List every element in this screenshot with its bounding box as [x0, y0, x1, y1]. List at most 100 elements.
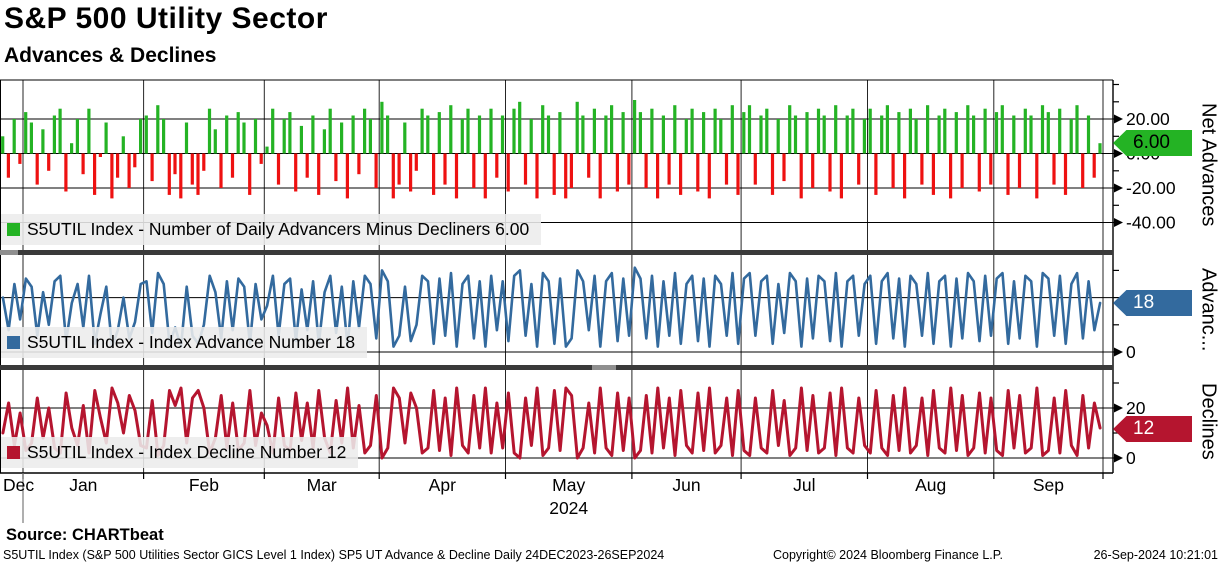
y-tick-label: 0 [1126, 448, 1136, 468]
net-advance-bar [816, 108, 821, 154]
net-advance-bar [374, 153, 378, 188]
net-advance-bar [627, 153, 631, 185]
net-advance-bar [449, 105, 453, 154]
legend-advances[interactable]: S5UTIL Index - Index Advance Number 18 [1, 327, 368, 358]
net-advance-bar [52, 115, 56, 154]
net-advance-bar [656, 153, 660, 199]
net-advance-bar [253, 119, 258, 154]
net-advance-bar [845, 115, 849, 154]
net-advance-bar [690, 108, 694, 154]
tick-arrow-icon [1114, 347, 1123, 357]
net-advance-bar [908, 108, 912, 154]
net-advance-bar [518, 101, 522, 154]
panel-divider-2[interactable] [0, 365, 1113, 370]
net-advance-bar [443, 153, 447, 185]
net-advance-bar [12, 119, 16, 154]
net-advance-bar [1046, 112, 1050, 154]
net-advance-bar [994, 112, 999, 154]
net-advance-bar [403, 122, 407, 154]
net-advance-bar [529, 119, 533, 154]
timestamp: 26-Sep-2024 10:21:01 [1093, 548, 1218, 562]
year-label: 2024 [549, 498, 588, 518]
last-value-tag-advances: 18 [1113, 290, 1192, 316]
legend-swatch-red-icon [7, 446, 20, 459]
net-advance-bar [765, 108, 769, 154]
net-advance-bar [1000, 105, 1004, 154]
net-advance-bar [150, 153, 154, 182]
net-advance-bar [972, 115, 976, 154]
net-advance-bar [1052, 153, 1056, 185]
net-advance-bar [202, 153, 206, 171]
net-advance-bar [87, 108, 91, 154]
net-advance-bar [857, 153, 861, 185]
net-advance-bar [1012, 115, 1016, 154]
net-advance-bar [133, 153, 137, 168]
net-advance-bar [874, 153, 878, 195]
net-advance-bar [236, 112, 240, 154]
net-advance-bar [213, 129, 217, 154]
net-advance-bar [931, 153, 935, 195]
panel-divider-1[interactable] [0, 250, 1113, 255]
net-advance-bar [328, 108, 332, 154]
net-advance-bar [265, 146, 269, 154]
net-advance-bar [248, 153, 252, 195]
panel-axis-title-declines: Declines [1197, 383, 1220, 460]
net-advance-bar [702, 112, 706, 154]
net-advance-bar [724, 153, 729, 185]
net-advance-bar [259, 153, 263, 164]
x-tick-label: Sep [1033, 475, 1064, 495]
net-advance-bar [162, 119, 166, 154]
legend-net-advances[interactable]: S5UTIL Index - Number of Daily Advancers… [1, 214, 542, 245]
net-advance-bar [621, 112, 625, 154]
net-advance-bar [1029, 115, 1033, 154]
net-advance-bar [18, 153, 22, 164]
net-advance-bar [500, 115, 505, 154]
net-advance-bar [466, 108, 470, 154]
net-advance-bar [753, 153, 757, 185]
legend-declines[interactable]: S5UTIL Index - Index Decline Number 12 [1, 437, 359, 468]
net-advance-bar [920, 153, 924, 185]
net-advance-bar [225, 115, 229, 154]
legend-label: S5UTIL Index - Number of Daily Advancers… [27, 219, 530, 239]
y-tick-label: 20 [1126, 398, 1146, 418]
y-tick-label: 20.00 [1126, 109, 1170, 129]
net-advance-bar [1063, 153, 1068, 195]
net-advance-bar [1086, 115, 1091, 154]
net-advance-bar [380, 101, 384, 154]
net-advance-bar [357, 153, 361, 175]
net-advance-bar [587, 153, 591, 178]
net-advance-bar [282, 119, 286, 154]
net-advance-bar [788, 105, 792, 154]
net-advance-bar [730, 105, 734, 154]
net-advance-bar [1040, 105, 1045, 154]
divider-grip-icon[interactable] [592, 365, 616, 370]
net-advance-bar [880, 115, 884, 154]
y-tick-label: 0 [1126, 342, 1136, 362]
y-tick-label: -40.00 [1126, 213, 1176, 233]
net-advance-bar [822, 115, 826, 154]
page-subtitle: Advances & Declines [4, 44, 217, 67]
net-advance-bar [552, 153, 556, 195]
last-value-tag-declines: 12 [1113, 416, 1192, 442]
net-advance-bar [477, 115, 482, 154]
net-advance-bar [782, 153, 786, 182]
divider-grip-icon[interactable] [0, 250, 18, 255]
net-advance-bar [776, 119, 780, 154]
tag-value: 12 [1133, 418, 1155, 439]
net-advance-bar [667, 153, 671, 185]
net-advance-bar [828, 153, 832, 192]
net-advance-bar [1069, 119, 1073, 154]
net-advance-bar [6, 153, 10, 178]
net-advance-bar [47, 153, 51, 171]
net-advance-bar [322, 129, 326, 154]
net-advance-bar [903, 153, 907, 199]
tick-arrow-icon [1114, 114, 1123, 124]
net-advance-bar [799, 153, 803, 199]
net-advance-bar [196, 153, 200, 195]
net-advance-bar [926, 105, 930, 154]
net-advance-bar [190, 153, 194, 185]
net-advance-bar [615, 153, 619, 192]
tick-arrow-icon [1114, 183, 1123, 193]
tick-arrow-icon [1114, 218, 1123, 227]
